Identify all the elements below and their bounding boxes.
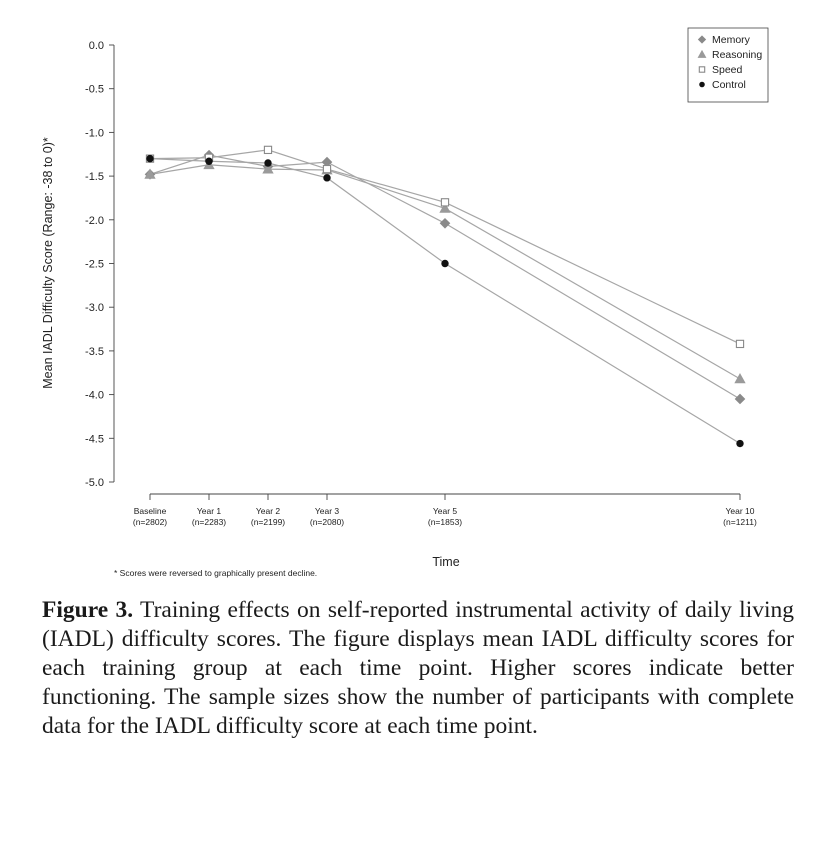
- chart-footnote: * Scores were reversed to graphically pr…: [114, 568, 317, 578]
- x-axis-title: Time: [432, 555, 459, 569]
- y-tick-label: -3.5: [85, 346, 104, 358]
- legend-label: Control: [712, 79, 746, 91]
- figure-caption: Figure 3. Training effects on self-repor…: [42, 596, 794, 741]
- data-point-control: [264, 159, 272, 167]
- x-tick-sample-size: (n=1211): [723, 517, 757, 527]
- data-point-reasoning: [144, 168, 156, 179]
- series-line-memory: [149, 154, 741, 400]
- legend-marker-speed: [698, 66, 706, 73]
- data-point-speed: [735, 339, 745, 349]
- iadl-line-chart: 0.0 -0.5 -1.0 -1.5 -2.0 -2.5 -3.0 -3.5 -4.0 -4.5 -…: [41, 27, 769, 578]
- x-tick-label: Year 5: [433, 506, 458, 516]
- legend-label: Reasoning: [712, 49, 762, 61]
- data-point-memory: [734, 393, 746, 405]
- y-axis: 0.0 -0.5 -1.0 -1.5 -2.0 -2.5 -3.0 -3.5 -4.0 -4.5 -…: [85, 40, 115, 489]
- x-tick-label: Baseline: [134, 506, 167, 516]
- chart-legend: Memory Reasoning Speed Control: [687, 27, 769, 103]
- data-point-speed: [263, 145, 273, 155]
- x-axis: Baseline(n=2802)Year 1(n=2283)Year 2(n=2…: [133, 493, 757, 527]
- x-tick-sample-size: (n=2199): [251, 517, 285, 527]
- series-lines: [149, 149, 741, 445]
- data-point-control: [441, 259, 449, 268]
- x-tick-sample-size: (n=2283): [192, 517, 226, 527]
- data-point-reasoning: [439, 202, 451, 213]
- y-tick-label: -3.0: [85, 302, 104, 314]
- data-point-reasoning: [262, 163, 274, 174]
- y-tick-label: -1.5: [85, 171, 104, 183]
- series-line-reasoning: [149, 164, 741, 380]
- series-line-control: [149, 158, 741, 445]
- y-axis-title: Mean IADL Difficulty Score (Range: -38 t…: [41, 137, 55, 389]
- x-tick-sample-size: (n=1853): [428, 517, 462, 527]
- x-tick-sample-size: (n=2080): [310, 517, 344, 527]
- data-point-control: [323, 174, 331, 182]
- legend-label: Memory: [712, 34, 751, 46]
- x-tick-label: Year 3: [315, 506, 340, 516]
- figure-label: Figure 3.: [42, 597, 134, 623]
- x-tick-label: Year 2: [256, 506, 281, 516]
- data-point-control: [146, 154, 154, 163]
- legend-marker-reasoning: [697, 49, 707, 58]
- y-tick-label: -0.5: [85, 84, 104, 96]
- legend-marker-control: [699, 81, 705, 88]
- y-tick-label: -4.0: [85, 390, 104, 402]
- x-tick-sample-size: (n=2802): [133, 517, 167, 527]
- y-tick-label: -4.5: [85, 433, 104, 445]
- data-point-reasoning: [734, 373, 746, 384]
- series-markers: [144, 145, 746, 448]
- y-tick-label: -5.0: [85, 477, 104, 489]
- figure-caption-text: Training effects on self-reported instru…: [42, 597, 795, 739]
- y-tick-label: -1.0: [85, 127, 104, 139]
- legend-marker-memory: [697, 35, 707, 44]
- series-line-speed: [149, 149, 741, 345]
- data-point-control: [736, 439, 744, 448]
- data-point-control: [205, 157, 213, 165]
- y-tick-label: -2.0: [85, 215, 104, 227]
- x-tick-label: Year 1: [197, 506, 222, 516]
- data-point-speed: [440, 198, 450, 207]
- data-point-speed: [322, 164, 332, 174]
- data-point-memory: [439, 217, 451, 229]
- legend-label: Speed: [712, 64, 743, 76]
- y-tick-label: -2.5: [85, 259, 104, 271]
- x-tick-label: Year 10: [726, 506, 755, 516]
- y-tick-label: 0.0: [89, 40, 104, 52]
